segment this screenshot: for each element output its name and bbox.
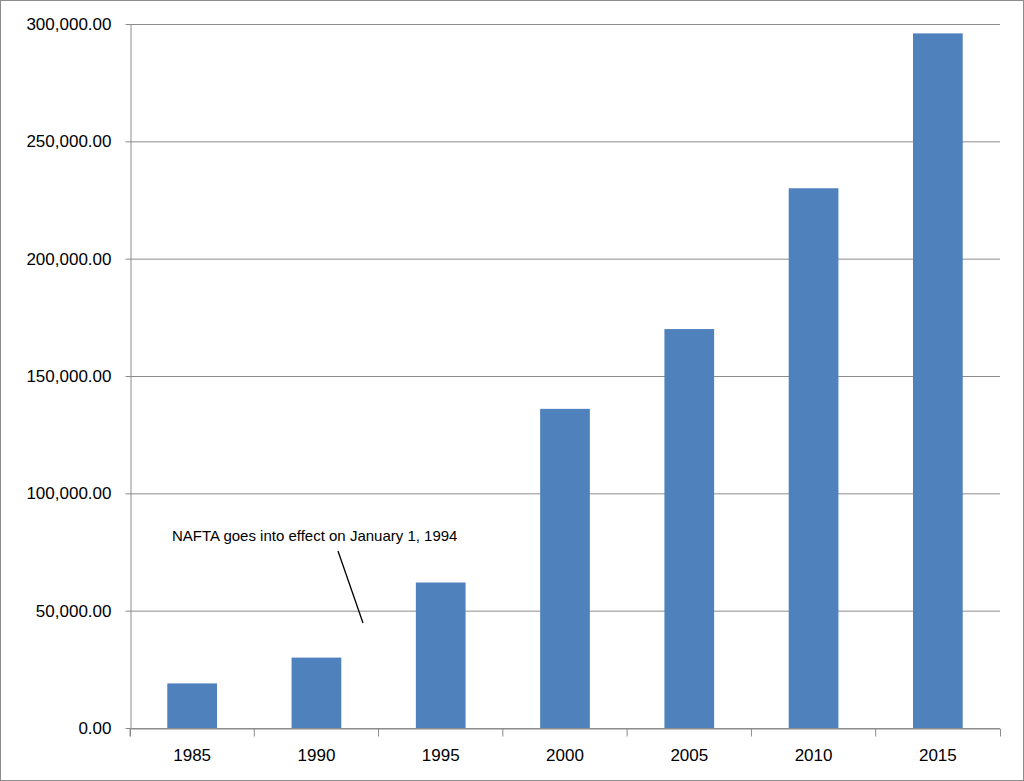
y-tick-mark [126,611,131,612]
x-tick-label: 1995 [422,746,460,765]
y-tick: 300,000.00 [26,15,130,34]
x-tick-mark [254,729,255,737]
x-tick: 1985 [130,729,211,765]
x-axis: 1985 1990 1995 2000 2005 2010 2015 [130,729,1001,765]
x-tick: 2015 [876,729,957,765]
y-tick-mark [126,141,131,142]
y-tick-label: 300,000.00 [26,15,111,34]
x-tick-label: 2000 [546,746,584,765]
y-tick-label: 200,000.00 [26,250,111,269]
bar [540,409,590,728]
x-tick-label: 2010 [795,746,833,765]
y-tick: 100,000.00 [26,484,130,503]
x-tick-label: 2015 [919,746,957,765]
x-tick: 1990 [254,729,335,765]
bar [664,329,714,728]
annotation: NAFTA goes into effect on January 1, 199… [172,527,457,544]
x-axis-line [131,729,1001,737]
x-tick-label: 1990 [298,746,336,765]
y-axis: 0.00 50,000.00 100,000.00 150,000.00 200,000… [26,15,131,738]
plot-area [167,33,962,728]
x-tick: 2010 [751,729,832,765]
bar [913,33,963,728]
grid-line [130,24,1000,25]
y-tick-mark [126,259,131,260]
bar [416,583,466,728]
bar [292,658,342,728]
x-tick-mark [751,729,752,737]
y-tick: 0.00 [78,719,130,738]
grid-line [130,376,1000,377]
y-tick: 50,000.00 [36,602,131,621]
y-tick: 200,000.00 [26,250,130,269]
x-tick-label: 2005 [670,746,708,765]
x-tick-mark [378,729,379,737]
bar [167,683,217,728]
x-tick: 1995 [379,729,460,765]
y-tick-label: 150,000.00 [26,367,111,386]
y-tick-label: 250,000.00 [26,132,111,151]
x-tick-mark [130,729,131,737]
y-tick-mark [126,24,131,25]
grid-line [130,259,1000,260]
y-tick: 150,000.00 [26,367,130,386]
x-tick-mark [875,729,876,737]
y-tick-label: 50,000.00 [36,602,112,621]
x-tick: 2000 [503,729,584,765]
y-tick-mark [126,493,131,494]
bar [789,188,839,728]
y-axis-line [131,25,132,729]
y-tick-label: 100,000.00 [26,484,111,503]
y-tick-mark [126,376,131,377]
annotation-pointer [338,551,363,623]
x-tick-label: 1985 [173,746,211,765]
y-tick: 250,000.00 [26,132,130,151]
y-tick-label: 0.00 [78,719,111,738]
grid-line [130,141,1000,142]
grid [130,25,1000,729]
x-tick-mark [502,729,503,737]
x-tick: 2005 [627,729,708,765]
chart: 0.00 50,000.00 100,000.00 150,000.00 200,000… [0,0,1024,781]
background [1,1,1024,781]
x-tick-mark [627,729,628,737]
